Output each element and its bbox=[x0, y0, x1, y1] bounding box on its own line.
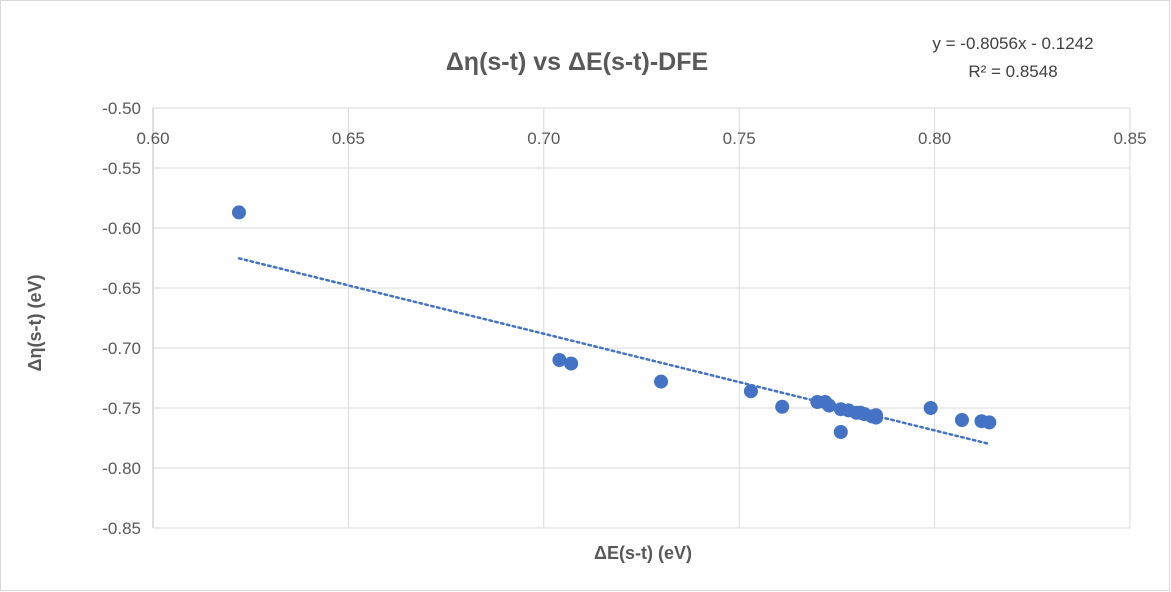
x-tick-label: 0.80 bbox=[918, 129, 951, 148]
y-tick-label: -0.85 bbox=[102, 519, 141, 538]
data-point bbox=[231, 205, 246, 220]
data-point bbox=[954, 413, 969, 427]
data-point bbox=[822, 398, 837, 413]
y-axis-title: Δη(s-t) (eV) bbox=[25, 275, 45, 372]
data-point bbox=[654, 374, 669, 389]
y-tick-label: -0.55 bbox=[102, 159, 141, 178]
y-tick-label: -0.70 bbox=[102, 339, 141, 358]
trendline-equation: y = -0.8056x - 0.1242 bbox=[932, 34, 1093, 53]
data-point bbox=[775, 399, 790, 414]
x-axis-title: ΔE(s-t) (eV) bbox=[594, 543, 692, 563]
data-point bbox=[982, 415, 997, 430]
data-point bbox=[564, 356, 579, 371]
y-tick-label: -0.65 bbox=[102, 279, 141, 298]
data-point bbox=[743, 384, 758, 399]
x-tick-label: 0.60 bbox=[136, 129, 169, 148]
y-tick-label: -0.80 bbox=[102, 459, 141, 478]
y-tick-label: -0.60 bbox=[102, 219, 141, 238]
data-point bbox=[923, 401, 938, 415]
chart-title: Δη(s-t) vs ΔE(s-t)-DFE bbox=[446, 48, 708, 76]
x-tick-label: 0.85 bbox=[1113, 129, 1146, 148]
gridlines bbox=[153, 107, 1131, 529]
data-points bbox=[231, 205, 997, 439]
x-tick-label: 0.65 bbox=[332, 129, 365, 148]
trendline-r-squared: R² = 0.8548 bbox=[968, 62, 1057, 81]
y-tick-label: -0.50 bbox=[102, 99, 141, 118]
data-point bbox=[868, 408, 883, 423]
y-tick-label: -0.75 bbox=[102, 399, 141, 418]
tick-labels: 0.60 0.65 0.70 0.75 0.80 0.85 -0.50 -0.55 -0.60 -… bbox=[102, 99, 1146, 538]
x-tick-label: 0.70 bbox=[527, 129, 560, 148]
data-point bbox=[552, 353, 567, 367]
data-point bbox=[833, 425, 848, 439]
x-tick-label: 0.75 bbox=[723, 129, 756, 148]
